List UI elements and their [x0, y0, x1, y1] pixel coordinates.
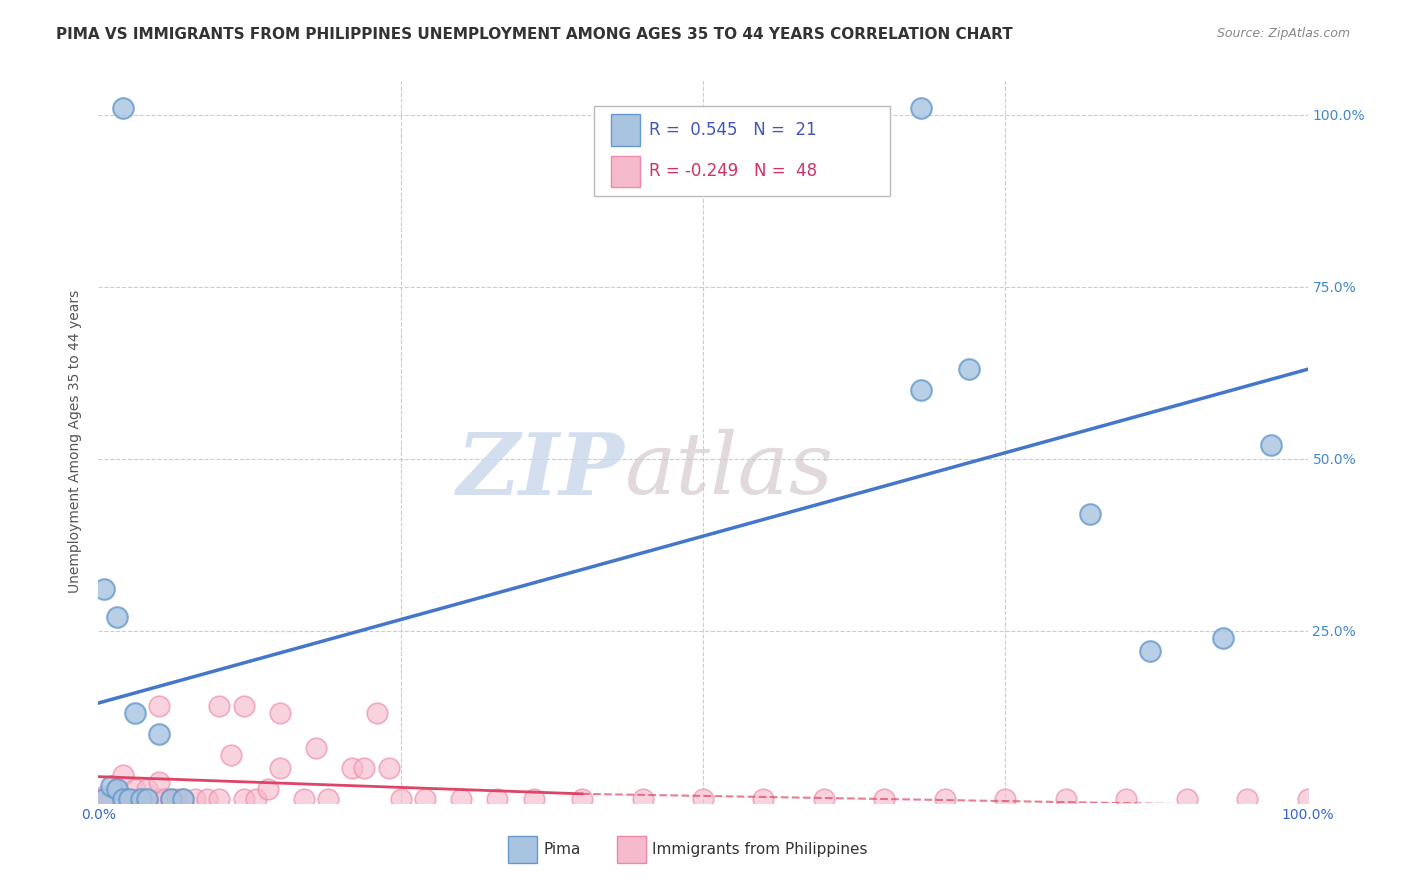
Point [813, 792, 835, 806]
Point [305, 740, 328, 755]
Point [93, 792, 115, 806]
Point [957, 362, 980, 376]
Point [208, 699, 231, 714]
Point [153, 792, 176, 806]
Point [523, 792, 546, 806]
Point [148, 792, 170, 806]
Point [232, 792, 254, 806]
FancyBboxPatch shape [509, 836, 537, 863]
Point [873, 792, 896, 806]
Point [195, 792, 218, 806]
Point [994, 792, 1017, 806]
Point [1078, 507, 1101, 521]
Point [413, 792, 436, 806]
Point [135, 792, 157, 806]
Point [100, 792, 122, 806]
Point [292, 792, 315, 806]
Point [450, 792, 472, 806]
Point [111, 792, 134, 806]
Point [377, 761, 399, 775]
FancyBboxPatch shape [612, 114, 640, 146]
Point [1212, 631, 1234, 645]
Point [486, 792, 509, 806]
Point [118, 792, 141, 806]
Point [118, 792, 141, 806]
Point [316, 792, 339, 806]
Point [232, 699, 254, 714]
Point [105, 782, 128, 797]
FancyBboxPatch shape [617, 836, 647, 863]
Point [366, 706, 388, 721]
Point [172, 792, 194, 806]
Point [111, 792, 134, 806]
Point [124, 792, 146, 806]
Point [172, 792, 194, 806]
Point [184, 792, 207, 806]
Text: Pima: Pima [543, 842, 581, 857]
Point [135, 782, 157, 797]
FancyBboxPatch shape [595, 105, 890, 196]
Text: R = -0.249   N =  48: R = -0.249 N = 48 [648, 162, 817, 180]
Point [124, 706, 146, 721]
Text: Source: ZipAtlas.com: Source: ZipAtlas.com [1216, 27, 1350, 40]
Point [692, 792, 714, 806]
Text: Immigrants from Philippines: Immigrants from Philippines [652, 842, 868, 857]
Point [166, 792, 188, 806]
Point [105, 782, 128, 797]
Point [1260, 438, 1282, 452]
Point [1236, 792, 1258, 806]
Y-axis label: Unemployment Among Ages 35 to 44 years: Unemployment Among Ages 35 to 44 years [69, 290, 83, 593]
Text: R =  0.545   N =  21: R = 0.545 N = 21 [648, 121, 817, 139]
Point [353, 761, 375, 775]
Point [389, 792, 412, 806]
Point [910, 101, 932, 115]
Point [342, 761, 364, 775]
Point [221, 747, 243, 762]
Point [148, 727, 170, 741]
Point [269, 761, 291, 775]
Point [752, 792, 775, 806]
Point [148, 775, 170, 789]
Point [129, 792, 152, 806]
Text: ZIP: ZIP [457, 429, 624, 512]
Point [1175, 792, 1198, 806]
Point [934, 792, 956, 806]
Point [135, 792, 157, 806]
Point [1296, 792, 1319, 806]
Point [571, 792, 593, 806]
Point [124, 782, 146, 797]
Point [93, 789, 115, 803]
Point [256, 782, 278, 797]
Point [105, 610, 128, 624]
Point [87, 792, 110, 806]
Point [631, 792, 654, 806]
FancyBboxPatch shape [612, 155, 640, 187]
Point [111, 768, 134, 782]
Point [160, 792, 183, 806]
Point [269, 706, 291, 721]
Point [129, 792, 152, 806]
Point [1054, 792, 1077, 806]
Point [148, 699, 170, 714]
Point [208, 792, 231, 806]
Point [910, 383, 932, 397]
Text: PIMA VS IMMIGRANTS FROM PHILIPPINES UNEMPLOYMENT AMONG AGES 35 TO 44 YEARS CORRE: PIMA VS IMMIGRANTS FROM PHILIPPINES UNEM… [56, 27, 1012, 42]
Point [93, 582, 115, 597]
Point [1139, 644, 1161, 658]
Point [1115, 792, 1137, 806]
Point [100, 779, 122, 793]
Point [111, 101, 134, 115]
Point [245, 792, 267, 806]
Point [160, 792, 183, 806]
Text: atlas: atlas [624, 429, 834, 512]
